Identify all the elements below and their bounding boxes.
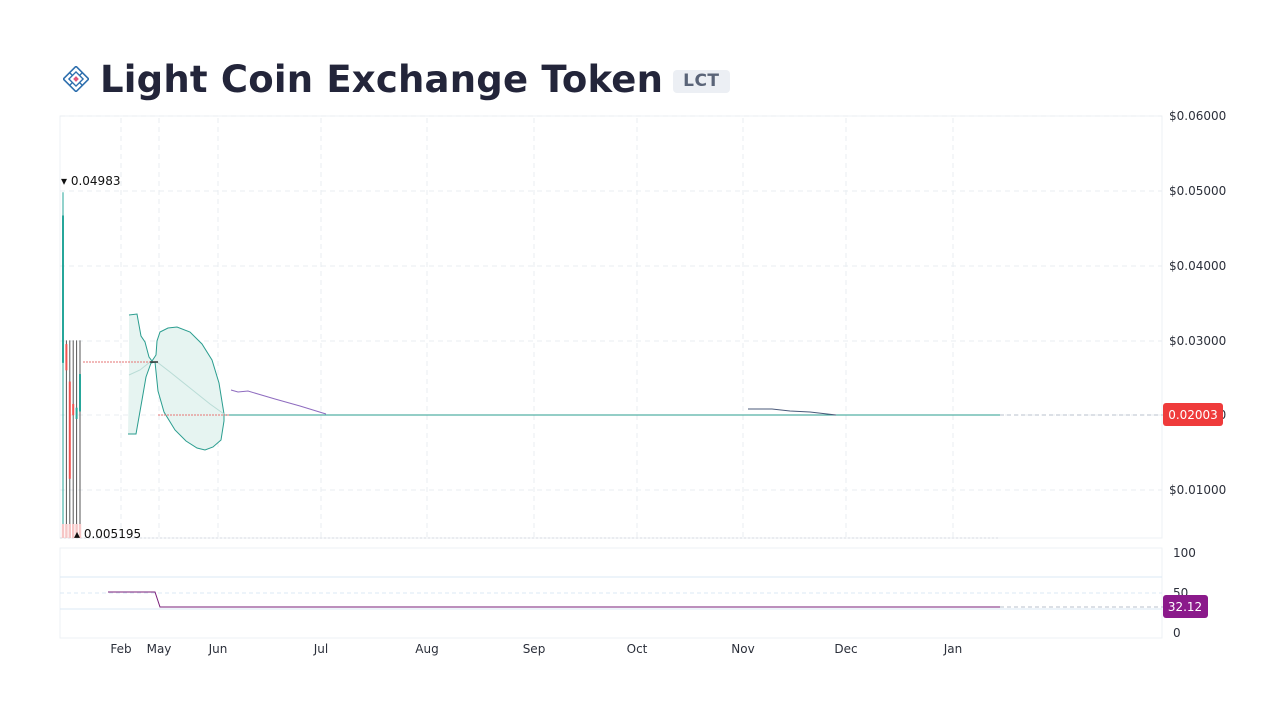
bollinger-band-fill [128,314,224,450]
time-axis-tick-label: Dec [834,642,857,656]
time-axis-tick-label: Jul [313,642,328,656]
price-axis-tick-label: $0.03000 [1169,334,1226,348]
candle-body [79,374,81,412]
time-axis-tick-label: Jun [208,642,228,656]
price-axis-tick-label: $0.01000 [1169,483,1226,497]
time-axis-tick-label: Jan [943,642,963,656]
time-axis-tick-label: Oct [627,642,648,656]
candle-body [72,403,75,416]
low-price-label: ▴ 0.005195 [74,527,141,541]
diamond-grid-logo-icon [60,63,92,95]
time-axis-tick-label: Nov [731,642,754,656]
candle-volume-bar [65,524,68,538]
bollinger-middle-line [128,361,225,415]
token-title: Light Coin Exchange Token [100,57,664,101]
bollinger-lower-line [128,361,225,451]
candle-volume-bar [68,524,71,538]
candle-volume-bar [75,524,78,538]
rsi-line [108,591,1000,608]
candle-volume-bar [61,524,65,538]
rsi-axis-tick-label: 100 [1173,546,1196,560]
rsi-axis-tick-label: 0 [1173,626,1181,640]
rsi-value-badge [1163,595,1208,618]
high-price-label: ▾ 0.04983 [61,174,120,188]
token-symbol-badge: LCT [673,69,730,93]
candle-body [68,381,71,479]
price-panel-border [59,115,1163,539]
price-axis-tick-label: $0.05000 [1169,184,1226,198]
price-axis-tick-label: $0.06000 [1169,109,1226,123]
time-axis-tick-label: May [147,642,172,656]
last-price-badge-text: 0.02003 [1168,408,1218,422]
candle-body [75,407,78,419]
time-axis-tick-label: Sep [523,642,546,656]
moving-average-line [230,389,327,415]
last-price-badge [1163,403,1223,426]
candle-body [65,344,68,371]
bollinger-upper-line [128,313,225,415]
price-axis-tick-label: $0.04000 [1169,259,1226,273]
candle-body [62,215,64,363]
time-axis-tick-label: Aug [415,642,438,656]
price-line-nov-segment [748,408,837,416]
candle-volume-bar [78,524,82,538]
rsi-panel-border [59,547,1163,639]
token-header: Light Coin Exchange Token LCT [60,54,730,104]
candle-volume-bar [72,524,75,538]
rsi-value-badge-text: 32.12 [1168,600,1202,614]
time-axis-tick-label: Feb [110,642,131,656]
